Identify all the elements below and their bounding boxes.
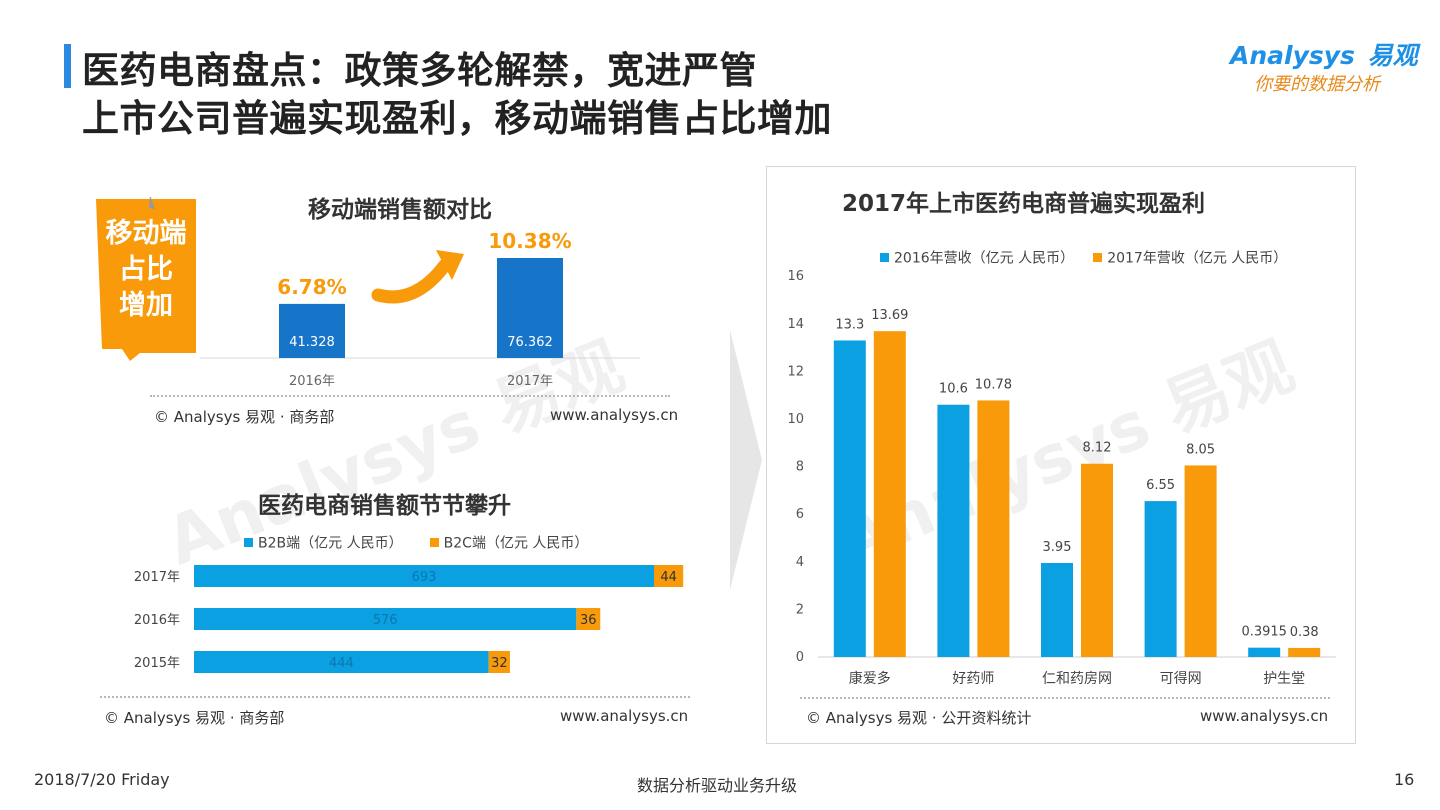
x-tick-label: 好药师	[952, 671, 994, 687]
mobile-sales-bar	[279, 303, 345, 358]
bar-value-label: 10.78	[975, 377, 1012, 392]
revenue-2016-bar	[833, 340, 866, 657]
b2b-bar	[194, 608, 577, 630]
badge-line: 移动端	[105, 218, 187, 249]
y-tick-label: 2017年	[134, 570, 180, 585]
chart1-divider	[150, 395, 670, 397]
bar-value-label: 13.3	[835, 317, 864, 332]
y-tick-label: 4	[796, 555, 804, 570]
y-tick-label: 2	[796, 602, 804, 617]
chart2-divider	[100, 696, 690, 698]
y-tick-label: 8	[796, 460, 804, 475]
y-tick-label: 12	[787, 364, 804, 379]
chart1-source: © Analysys 易观 · 商务部	[154, 408, 335, 426]
footer-slogan: 数据分析驱动业务升级	[637, 776, 798, 795]
b2b-value-label: 576	[373, 613, 398, 628]
revenue-2017-bar	[1184, 465, 1217, 657]
logo-en-text: Analysys	[1230, 41, 1355, 70]
page-number: 16	[1394, 770, 1415, 789]
b2c-value-label: 36	[580, 613, 597, 628]
footer-date: 2018/7/20 Friday	[34, 770, 170, 789]
page-title-line1: 医药电商盘点：政策多轮解禁，宽进严管	[82, 49, 757, 92]
legend-swatch-2017	[1093, 253, 1103, 262]
chart3-plot: 0 2 4 6 8 10 12 14 16 13.3 13.69 康爱多 10.6 10.78 好药师 3.9…	[787, 269, 1336, 687]
revenue-2016-bar	[937, 404, 970, 657]
revenue-2016-bar	[1144, 501, 1177, 657]
chart1-title: 移动端销售额对比	[308, 197, 492, 223]
legend-swatch-b2b	[244, 538, 253, 547]
y-tick-label: 0	[796, 650, 804, 665]
chart3-site: www.analysys.cn	[1200, 707, 1329, 725]
x-tick-label: 护生堂	[1263, 671, 1305, 687]
bar-value-label: 0.3915	[1241, 625, 1287, 640]
bar-value-label: 3.95	[1043, 540, 1072, 555]
x-tick-label: 2017年	[507, 374, 553, 389]
chart1-plot: 41.328 6.78% 2016年 76.362 10.38% 2017年	[200, 229, 640, 389]
x-tick-label: 康爱多	[849, 670, 891, 687]
right-chart-panel	[766, 166, 1356, 744]
mobile-sales-value-label: 76.362	[507, 335, 553, 350]
y-tick-label: 2015年	[134, 656, 180, 671]
chart3-source: © Analysys 易观 · 公开资料统计	[806, 709, 1032, 727]
y-tick-label: 2016年	[134, 613, 180, 628]
legend-b2b: B2B端（亿元 人民币）	[258, 535, 403, 552]
chart3-divider	[800, 697, 1330, 699]
b2b-value-label: 693	[412, 570, 437, 585]
y-tick-label: 6	[796, 507, 804, 522]
badge-line: 占比	[119, 254, 173, 285]
mobile-share-label: 6.78%	[277, 275, 346, 299]
mobile-sales-value-label: 41.328	[289, 335, 335, 350]
badge-line: 增加	[119, 290, 173, 321]
chart3-title: 2017年上市医药电商普遍实现盈利	[842, 191, 1206, 217]
bar-value-label: 8.12	[1083, 441, 1112, 456]
x-tick-label: 仁和药房网	[1042, 671, 1112, 687]
page-title-line2: 上市公司普遍实现盈利，移动端销售占比增加	[82, 97, 832, 140]
revenue-2016-bar	[1041, 562, 1073, 657]
b2b-value-label: 444	[329, 656, 354, 671]
badge-text: 移动端 占比 增加	[94, 216, 198, 324]
b2c-value-label: 44	[660, 570, 677, 585]
b2b-bar	[194, 651, 489, 673]
chart2-title: 医药电商销售额节节攀升	[258, 493, 511, 519]
logo-brand-text: 易观	[1367, 41, 1418, 70]
legend-swatch-b2c	[429, 538, 439, 547]
b2c-bar	[654, 565, 684, 587]
title-accent-bar	[64, 44, 71, 88]
revenue-2016-bar	[1248, 647, 1281, 657]
legend-swatch-2016	[880, 253, 889, 262]
x-tick-label: 可得网	[1160, 670, 1202, 687]
revenue-2017-bar	[977, 400, 1010, 657]
badge-ribbon	[96, 197, 196, 361]
b2c-value-label: 32	[491, 656, 508, 671]
chart1-site: www.analysys.cn	[550, 406, 679, 424]
b2c-bar	[576, 608, 601, 630]
chart2-source: © Analysys 易观 · 商务部	[104, 709, 285, 727]
chart2-plot: 2017年 693 44 2016年 576 36 2015年 444 32	[134, 565, 684, 673]
bar-value-label: 13.69	[871, 308, 908, 323]
bar-value-label: 8.05	[1186, 442, 1215, 457]
legend-2016: 2016年营收（亿元 人民币）	[894, 250, 1075, 267]
revenue-2017-bar	[1288, 647, 1321, 657]
chart2-site: www.analysys.cn	[560, 707, 689, 725]
chart2-legend: B2B端（亿元 人民币） B2C端（亿元 人民币）	[244, 532, 588, 553]
bar-value-label: 6.55	[1146, 478, 1175, 493]
b2c-bar	[488, 651, 510, 673]
x-tick-label: 2016年	[289, 374, 335, 389]
y-tick-label: 16	[787, 269, 804, 284]
legend-2017: 2017年营收（亿元 人民币）	[1107, 250, 1288, 267]
y-tick-label: 14	[787, 317, 804, 332]
mobile-sales-bar	[497, 258, 563, 358]
logo-slogan: 你要的数据分析	[1254, 74, 1380, 95]
legend-b2c: B2C端（亿元 人民币）	[443, 535, 589, 552]
chart3-legend: 2016年营收（亿元 人民币） 2017年营收（亿元 人民币）	[880, 247, 1287, 268]
revenue-2017-bar	[873, 331, 906, 657]
bar-value-label: 0.38	[1290, 625, 1319, 640]
bar-value-label: 10.6	[939, 382, 968, 397]
mobile-share-label: 10.38%	[488, 229, 571, 253]
y-tick-label: 10	[787, 412, 804, 427]
chevron-right-icon	[730, 330, 762, 590]
analysys-logo: Analysys 易观	[1230, 36, 1418, 72]
revenue-2017-bar	[1081, 463, 1113, 657]
b2b-bar	[194, 565, 654, 587]
